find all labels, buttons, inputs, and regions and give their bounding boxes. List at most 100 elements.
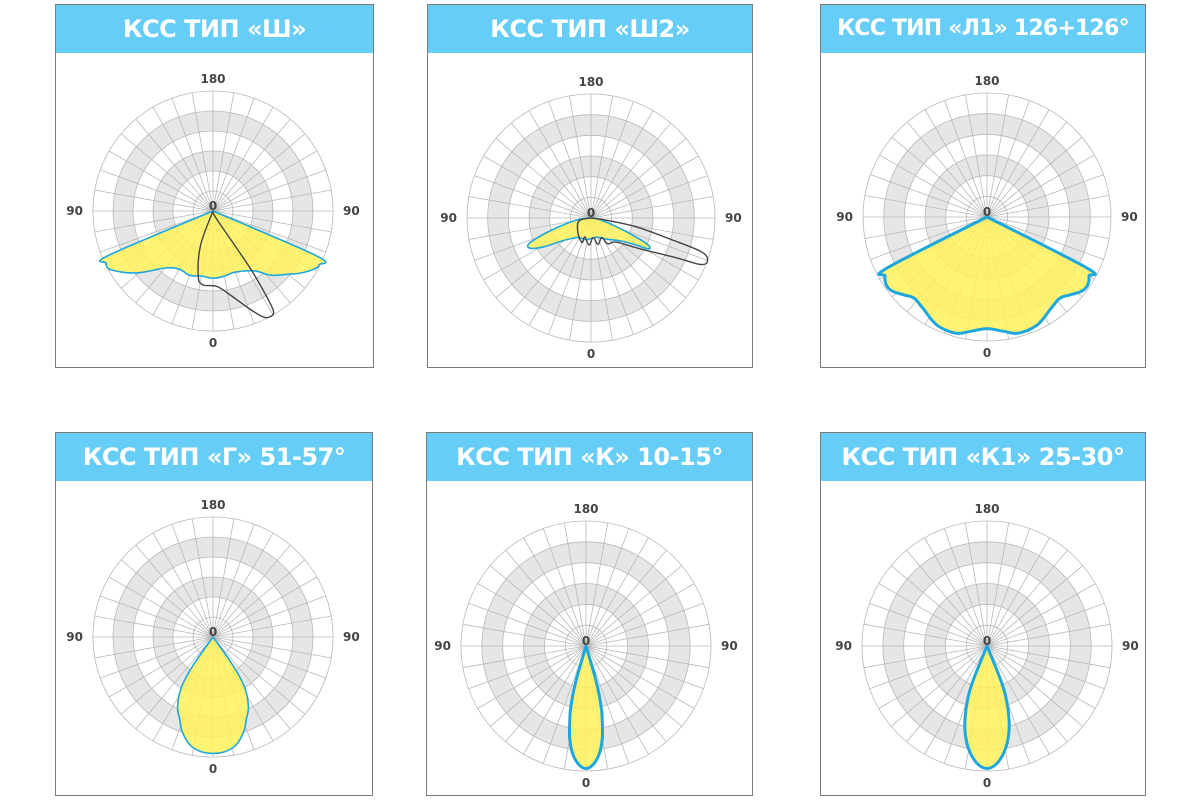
grid-spoke — [212, 532, 274, 638]
grid-spoke — [510, 122, 592, 219]
chart-title: КСС ТИП «Ш2» — [428, 5, 752, 53]
polar-chart: 180 90 90 0 0 — [836, 74, 1137, 360]
angle-label-bottom: 0 — [983, 346, 991, 360]
grid-spoke — [468, 602, 587, 647]
angle-label-center: 0 — [587, 206, 595, 220]
grid-spoke — [986, 549, 1068, 647]
grid-spoke — [212, 544, 291, 638]
grid-spoke — [585, 645, 667, 743]
grid-spoke — [462, 645, 587, 669]
chart-panel-g: КСС ТИП «Г» 51-57° 180 90 90 0 0 — [55, 432, 373, 796]
grid-spoke — [495, 137, 592, 219]
grid-spoke — [468, 645, 587, 690]
grid-spoke — [590, 95, 613, 219]
angle-label-left: 90 — [835, 639, 852, 653]
grid-spoke — [468, 196, 592, 219]
grid-spoke — [869, 645, 988, 690]
grid-spoke — [878, 583, 988, 647]
angle-label-right: 90 — [343, 630, 360, 644]
grid-spoke — [986, 100, 1030, 218]
grid-spoke — [462, 623, 587, 647]
angle-label-bottom: 0 — [582, 776, 590, 790]
chart-panel-k1: КСС ТИП «К1» 25-30° 180 90 90 0 0 — [820, 432, 1146, 796]
angle-label-center: 0 — [209, 199, 217, 213]
angle-label-top: 180 — [974, 74, 999, 88]
grid-spoke — [986, 216, 1110, 239]
grid-spoke — [212, 636, 318, 698]
grid-spoke — [891, 136, 988, 218]
grid-spoke — [191, 92, 214, 212]
grid-spoke — [590, 101, 634, 219]
grid-spoke — [548, 101, 592, 219]
grid-spoke — [212, 169, 326, 212]
angle-label-left: 90 — [434, 639, 451, 653]
grid-spoke — [135, 544, 214, 638]
grid-spoke — [986, 565, 1084, 647]
grid-spoke — [869, 602, 988, 647]
angle-label-left: 90 — [66, 630, 83, 644]
light-distribution-curve — [963, 644, 1011, 770]
light-distribution-line — [576, 217, 709, 266]
light-distribution-curve — [176, 636, 250, 755]
light-distribution-curve — [98, 210, 327, 279]
chart-panel-l1: КСС ТИП «Л1» 126+126° 180 90 90 0 0 — [820, 4, 1146, 368]
angle-label-right: 90 — [343, 204, 360, 218]
grid-spoke — [152, 532, 214, 638]
grid-spoke — [212, 595, 326, 638]
grid-spoke — [120, 133, 214, 212]
grid-spoke — [986, 109, 1050, 218]
polar-chart: 180 90 90 0 0 — [835, 502, 1139, 790]
grid-spoke — [505, 549, 587, 647]
grid-spoke — [906, 549, 988, 647]
polar-chart: 180 90 90 0 0 — [66, 498, 360, 776]
grid-spoke — [924, 109, 988, 218]
grid-spoke — [585, 583, 695, 647]
grid-spoke — [890, 645, 988, 727]
grid-spoke — [924, 537, 988, 647]
grid-spoke — [944, 100, 988, 218]
grid-spoke — [212, 210, 326, 253]
grid-spoke — [879, 154, 988, 218]
light-distribution-curve — [877, 215, 1097, 335]
grid-spoke — [585, 623, 710, 647]
angle-label-top: 180 — [578, 75, 603, 89]
grid-spoke — [135, 636, 214, 730]
grid-spoke — [171, 524, 214, 638]
grid-spoke — [212, 636, 306, 715]
grid-spoke — [212, 518, 235, 638]
grid-spoke — [870, 216, 988, 260]
grid-spoke — [986, 645, 1111, 669]
grid-spoke — [878, 645, 988, 709]
light-distribution-curve — [526, 217, 651, 250]
angle-label-bottom: 0 — [209, 336, 217, 350]
grid-spoke — [863, 623, 988, 647]
grid-spoke — [986, 121, 1068, 218]
grid-spoke — [542, 528, 587, 647]
grid-spoke — [590, 110, 654, 219]
grid-spoke — [590, 137, 687, 219]
grid-spoke — [100, 169, 214, 212]
angle-label-top: 180 — [200, 498, 225, 512]
grid-spoke — [212, 98, 255, 212]
grid-spoke — [212, 118, 291, 212]
grid-spoke — [523, 645, 587, 755]
chart-panel-sh: КСС ТИП «Ш» 180 90 90 0 0 — [55, 4, 374, 368]
angle-label-center: 0 — [209, 625, 217, 639]
angle-label-right: 90 — [721, 639, 738, 653]
grid-spoke — [986, 136, 1083, 218]
grid-spoke — [100, 595, 214, 638]
grid-spoke — [563, 522, 587, 647]
grid-spoke — [986, 583, 1096, 647]
grid-spoke — [94, 210, 214, 233]
grid-spoke — [489, 565, 587, 647]
grid-spoke — [864, 216, 988, 239]
grid-spoke — [986, 537, 1050, 647]
grid-spoke — [212, 150, 318, 212]
angle-label-right: 90 — [1122, 639, 1139, 653]
polar-chart: 180 90 90 0 0 — [440, 75, 741, 361]
light-distribution-curve — [567, 644, 605, 770]
grid-spoke — [528, 110, 592, 219]
polar-chart: 180 90 90 0 0 — [434, 502, 738, 790]
light-distribution-line — [197, 210, 275, 319]
grid-spoke — [100, 636, 214, 679]
